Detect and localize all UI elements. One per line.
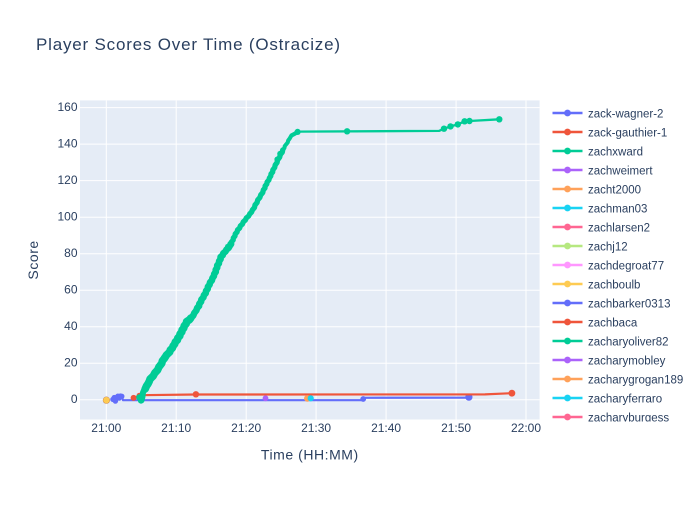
svg-text:zachbaca: zachbaca bbox=[588, 317, 638, 329]
svg-text:0: 0 bbox=[71, 392, 78, 406]
svg-text:zachlarsen2: zachlarsen2 bbox=[588, 222, 650, 234]
svg-text:zachbarker0313: zachbarker0313 bbox=[588, 298, 670, 310]
svg-text:22:00: 22:00 bbox=[511, 421, 541, 435]
svg-text:zachj12: zachj12 bbox=[588, 241, 628, 253]
svg-text:60: 60 bbox=[64, 282, 78, 296]
svg-text:120: 120 bbox=[57, 173, 77, 187]
svg-text:21:50: 21:50 bbox=[441, 421, 471, 435]
svg-text:21:00: 21:00 bbox=[91, 421, 121, 435]
svg-text:100: 100 bbox=[57, 209, 77, 223]
svg-text:21:30: 21:30 bbox=[301, 421, 331, 435]
svg-text:21:20: 21:20 bbox=[231, 421, 261, 435]
svg-text:zack-gauthier-1: zack-gauthier-1 bbox=[588, 127, 667, 139]
svg-text:Player Scores Over Time (Ostra: Player Scores Over Time (Ostracize) bbox=[36, 35, 341, 54]
svg-text:21:10: 21:10 bbox=[161, 421, 191, 435]
svg-text:140: 140 bbox=[57, 136, 77, 150]
svg-text:20: 20 bbox=[64, 355, 78, 369]
svg-text:40: 40 bbox=[64, 319, 78, 333]
svg-text:zacharymobley: zacharymobley bbox=[588, 355, 666, 367]
svg-text:zacharygrogan189: zacharygrogan189 bbox=[588, 374, 683, 386]
svg-text:zachman03: zachman03 bbox=[588, 203, 647, 215]
svg-text:Time (HH:MM): Time (HH:MM) bbox=[261, 447, 359, 463]
svg-text:80: 80 bbox=[64, 246, 78, 260]
svg-text:zachweimert: zachweimert bbox=[588, 165, 653, 177]
svg-text:zachxward: zachxward bbox=[588, 146, 643, 158]
svg-text:zachboulb: zachboulb bbox=[588, 279, 640, 291]
svg-text:zacharyburgess: zacharyburgess bbox=[588, 412, 669, 424]
svg-text:zachdegroat77: zachdegroat77 bbox=[588, 260, 664, 272]
svg-text:160: 160 bbox=[57, 100, 77, 114]
svg-text:zack-wagner-2: zack-wagner-2 bbox=[588, 108, 663, 120]
svg-text:zacharyoliver82: zacharyoliver82 bbox=[588, 336, 669, 348]
svg-text:zacht2000: zacht2000 bbox=[588, 184, 641, 196]
svg-text:21:40: 21:40 bbox=[371, 421, 401, 435]
svg-text:zacharyferraro: zacharyferraro bbox=[588, 393, 662, 405]
svg-text:Score: Score bbox=[25, 240, 41, 279]
